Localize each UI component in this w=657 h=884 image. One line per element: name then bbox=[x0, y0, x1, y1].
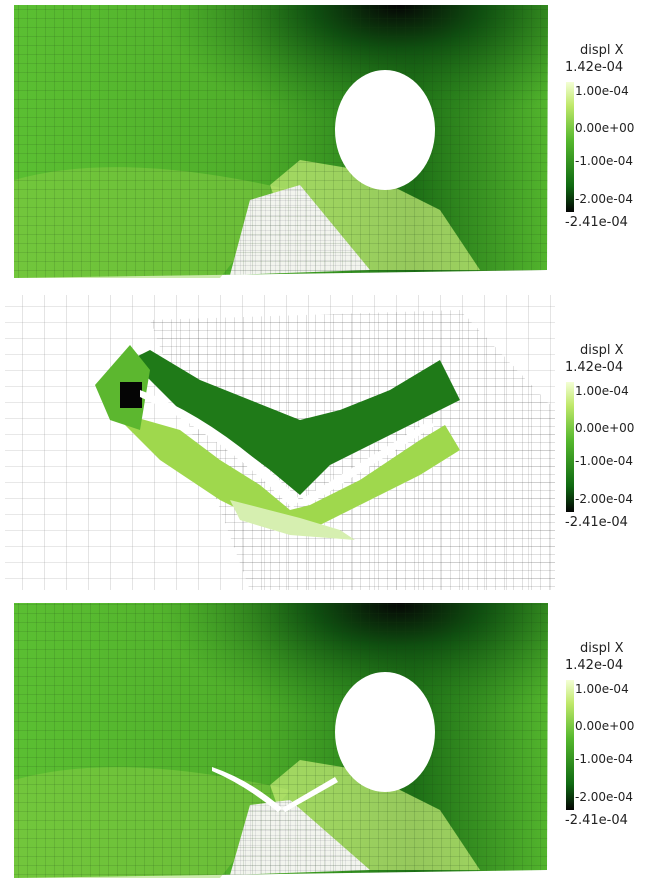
legend-tick: 0.00e+00 bbox=[575, 719, 635, 733]
legend-title: displ X bbox=[580, 43, 624, 58]
legend-tick: -1.00e-04 bbox=[575, 454, 634, 468]
crack-line-middle bbox=[140, 390, 300, 508]
legend-min: -2.41e-04 bbox=[565, 515, 628, 530]
legend-tick: -2.00e-04 bbox=[575, 192, 634, 206]
colorbar-legend-top: displ X 1.42e-04 1.00e-04 0.00e+00 -1.00… bbox=[560, 40, 657, 240]
mesh-plot-middle bbox=[5, 295, 555, 590]
legend-tick: -2.00e-04 bbox=[575, 492, 634, 506]
legend-tick: -1.00e-04 bbox=[575, 752, 634, 766]
legend-min: -2.41e-04 bbox=[565, 813, 628, 828]
legend-max: 1.42e-04 bbox=[565, 658, 624, 673]
mesh-plot-top bbox=[14, 5, 548, 278]
crack-line-bottom bbox=[212, 767, 282, 812]
panel-top: displ X 1.42e-04 1.00e-04 0.00e+00 -1.00… bbox=[0, 0, 657, 290]
legend-colorbar bbox=[566, 82, 574, 212]
legend-tick: 0.00e+00 bbox=[575, 121, 635, 135]
hole-top bbox=[335, 70, 435, 190]
legend-tick: 1.00e-04 bbox=[575, 84, 629, 98]
mesh-plot-bottom bbox=[14, 603, 548, 878]
legend-min: -2.41e-04 bbox=[565, 215, 628, 230]
legend-colorbar bbox=[566, 680, 574, 810]
colorbar-legend-middle: displ X 1.42e-04 1.00e-04 0.00e+00 -1.00… bbox=[560, 340, 657, 540]
legend-tick: 0.00e+00 bbox=[575, 421, 635, 435]
legend-tick: -1.00e-04 bbox=[575, 154, 634, 168]
displacement-band-dark bbox=[130, 350, 460, 495]
crack-tip-marker bbox=[120, 382, 142, 408]
legend-title: displ X bbox=[580, 641, 624, 656]
legend-colorbar bbox=[566, 382, 574, 512]
panel-middle: displ X 1.42e-04 1.00e-04 0.00e+00 -1.00… bbox=[0, 290, 657, 595]
hole-bottom bbox=[335, 672, 435, 792]
legend-tick: -2.00e-04 bbox=[575, 790, 634, 804]
colorbar-legend-bottom: displ X 1.42e-04 1.00e-04 0.00e+00 -1.00… bbox=[560, 638, 657, 838]
legend-tick: 1.00e-04 bbox=[575, 682, 629, 696]
legend-tick: 1.00e-04 bbox=[575, 384, 629, 398]
legend-title: displ X bbox=[580, 343, 624, 358]
panel-bottom: displ X 1.42e-04 1.00e-04 0.00e+00 -1.00… bbox=[0, 595, 657, 884]
displacement-band-light bbox=[110, 410, 460, 530]
legend-max: 1.42e-04 bbox=[565, 360, 624, 375]
legend-max: 1.42e-04 bbox=[565, 60, 624, 75]
